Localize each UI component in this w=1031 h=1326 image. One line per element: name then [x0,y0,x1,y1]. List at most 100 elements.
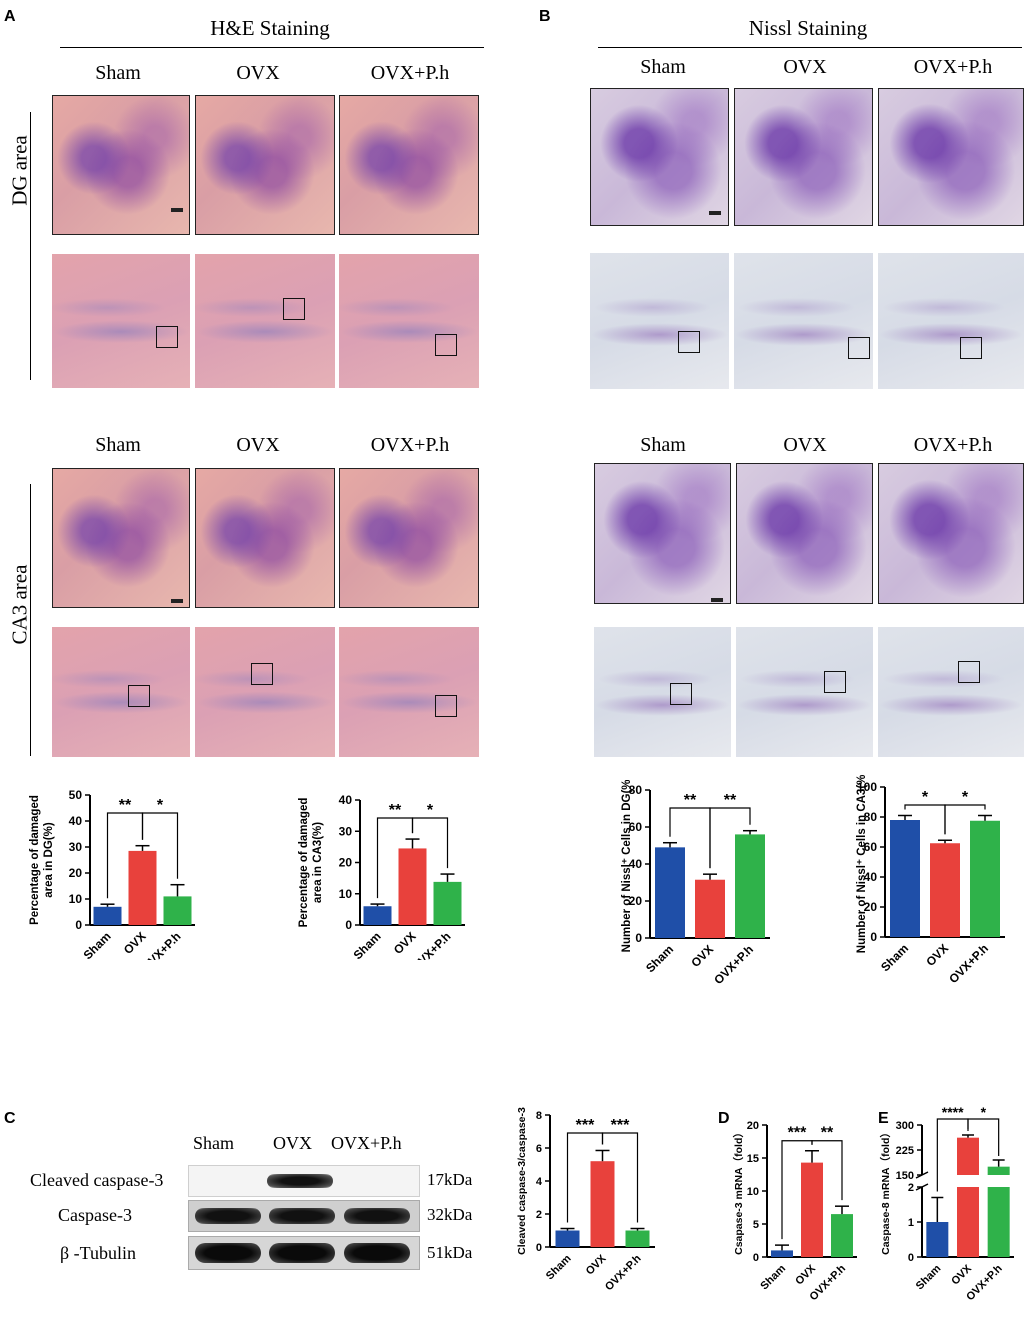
blot-lane-sham: Sham [193,1133,235,1153]
y-axis-label: area in CA3(%) [312,822,324,903]
significance-label: ** [821,1125,834,1142]
he-ca3-ovx-low [195,627,335,757]
blot-kda-casp3: 32kDa [427,1205,473,1224]
y-tick-label: 300 [896,1120,914,1132]
x-tick-label: Sham [758,1262,788,1292]
y-tick-label: 0 [870,930,877,944]
panel-label-e: E [878,1110,889,1127]
significance-label: ** [724,792,737,809]
y-tick-label: 20 [747,1120,759,1132]
band [269,1243,335,1263]
x-tick-label: Sham [544,1252,574,1282]
nissl-dg-ovxph-low [878,253,1024,389]
significance-label: * [981,1105,987,1120]
he-dg-ovxph-low [339,254,479,388]
blot-row-label-cleaved: Cleaved caspase-3 [30,1170,164,1190]
y-axis-label: Percentage of damaged [298,798,310,928]
nissl-group-ovxph-2: OVX+P.h [913,434,993,456]
y-tick-label: 0 [908,1252,914,1264]
bar [128,850,157,925]
x-tick-label: OVX [391,929,419,957]
nissl-dg-sham-zoom [590,88,729,226]
significance-bracket [811,1140,843,1201]
significance-bracket [411,817,449,869]
panel-label-c: C [4,1110,16,1127]
y-tick-label: 6 [536,1143,542,1155]
band [195,1208,261,1224]
x-tick-label: Sham [351,929,384,960]
he-ca3-ovx-zoom [195,468,335,608]
significance-label: **** [942,1105,964,1120]
he-group-ovx-2: OVX [236,434,280,456]
y-tick-label: 60 [864,840,878,854]
blot-row-label-tubulin: β -Tubulin [60,1243,137,1263]
bar-upper-segment [987,1166,1010,1175]
significance-label: ** [389,802,402,819]
x-tick-label: OVX+P.h [139,929,184,960]
y-axis-label: area in DG(%) [43,822,55,898]
x-tick-label: OVX [584,1252,609,1277]
significance-label: * [922,789,929,806]
significance-bracket [141,812,179,879]
x-tick-label: Sham [878,941,911,974]
y-tick-label: 15 [747,1153,759,1165]
x-tick-label: OVX+P.h [603,1252,644,1293]
band [344,1208,410,1224]
nissl-group-ovxph-1: OVX+P.h [913,56,993,78]
y-tick-label: 0 [345,918,352,932]
y-tick-label: 4 [536,1176,543,1188]
y-axis-label: Number of Nissl⁺ Cells in CA3(%) [856,775,868,953]
bar [363,906,392,925]
bar [970,820,1000,937]
y-tick-label: 20 [339,856,353,870]
y-tick-label: 20 [629,894,643,908]
y-tick-label: 150 [896,1170,914,1182]
he-dg-label: DG area [7,135,32,206]
bar [926,1222,949,1257]
nissl-ca3-ovxph-low [878,627,1024,757]
he-group-ovxph-1: OVX+P.h [370,62,450,84]
he-ca3-sham-zoom [52,468,190,608]
y-tick-label: 10 [339,887,353,901]
y-tick-label: 8 [536,1110,542,1122]
nissl-ca3-sham-low [594,627,731,757]
x-tick-label: Sham [81,929,114,960]
blot-lane-ovx: OVX [273,1133,312,1153]
he-title-rule [60,47,484,48]
x-tick-label: OVX [923,941,951,969]
significance-label: * [427,802,434,819]
y-tick-label: 0 [635,931,642,945]
blot-strip-cleaved [188,1165,420,1197]
y-axis-label: Cleaved caspase-3/caspase-3 [516,1107,528,1255]
y-tick-label: 20 [69,866,83,880]
bar [590,1161,615,1247]
nissl-dg-ovx-low [734,253,873,389]
y-tick-label: 30 [69,840,83,854]
y-tick-label: 80 [629,783,643,797]
bar [555,1230,580,1247]
nissl-title: Nissl Staining [748,16,868,40]
x-tick-label: OVX [793,1262,818,1287]
y-axis-label: Caspase-8 mRNA（fold） [879,1127,892,1255]
he-group-ovxph-2: OVX+P.h [370,434,450,456]
he-dg-ovx-low [195,254,335,388]
y-tick-label: 100 [857,780,877,794]
nissl-dg-sham-low [590,253,729,389]
y-tick-label: 40 [339,793,353,807]
nissl-group-sham-1: Sham [640,56,686,78]
bar [695,879,725,938]
band [344,1243,410,1263]
blot-lane-ovxph: OVX+P.h [331,1133,402,1153]
panel-label-a: A [4,8,16,25]
bar [801,1162,823,1257]
blot-kda-cleaved: 17kDa [427,1170,473,1189]
x-tick-label: OVX [949,1262,974,1287]
blot-row-label-casp3: Caspase-3 [58,1205,132,1225]
x-tick-label: OVX+P.h [711,942,756,987]
significance-bracket [709,807,751,869]
